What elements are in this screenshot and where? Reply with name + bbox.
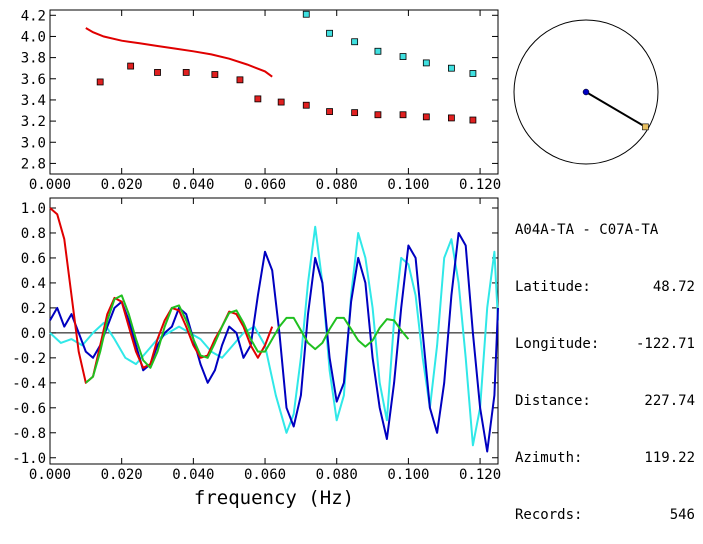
bottom-plot-ticks: 0.000 0.020 0.040 0.060 0.080 0.100 0.120 1.0 0.… (12, 198, 501, 483)
cyan-marker (351, 38, 359, 46)
red-marker (127, 62, 135, 70)
red-marker (96, 78, 104, 86)
cyan-marker (469, 70, 477, 77)
red-marker (374, 111, 382, 119)
y-tick-label: -0.4 (12, 376, 46, 392)
x-tick-label: 0.100 (387, 177, 429, 193)
y-tick-label: 0.2 (21, 301, 46, 317)
cyan-marker (302, 10, 310, 18)
red-marker (254, 95, 262, 103)
azimuth-ray (585, 91, 646, 128)
info-value: 48.72 (652, 279, 695, 295)
y-tick-label: -0.6 (12, 401, 46, 417)
cyan-marker (448, 64, 455, 72)
x-tick-label: 0.060 (244, 177, 286, 193)
y-tick-label: -0.2 (12, 351, 46, 367)
y-tick-label: 3.6 (21, 72, 46, 88)
y-tick-label: 3.0 (21, 135, 46, 151)
station-end-marker (642, 123, 649, 131)
red-marker (399, 111, 407, 119)
red-marker (154, 69, 161, 76)
top-plot-frame (49, 9, 499, 175)
info-value: 546 (669, 507, 695, 523)
cyan-marker (399, 53, 407, 60)
y-tick-label: 0.8 (21, 226, 46, 242)
top-plot-series (85, 10, 477, 124)
info-longitude: Longitude: -122.71 (515, 335, 695, 354)
cyan-marker (374, 47, 382, 55)
figure: 0.000 0.020 0.040 0.060 0.080 0.100 0.120 2.8 3.… (12, 8, 659, 509)
y-tick-label: 0.0 (21, 326, 46, 342)
x-tick-label: 0.020 (101, 467, 143, 483)
info-label: Longitude: (515, 336, 600, 352)
azimuth-circle (513, 19, 659, 165)
info-label: Latitude: (515, 279, 591, 295)
y-tick-label: 2.8 (21, 156, 46, 172)
x-tick-label: 0.020 (101, 177, 143, 193)
station-info-panel: A04A-TA - C07A-TA Latitude: 48.72 Longitu… (515, 183, 695, 544)
top-velocity-plot: 0.000 0.020 0.040 0.060 0.080 0.100 0.120 2.8 3.… (21, 8, 501, 193)
y-tick-label: -1.0 (12, 451, 46, 467)
info-records: Records: 546 (515, 506, 695, 525)
bottom-waveform-plot: 0.000 0.020 0.040 0.060 0.080 0.100 0.120 1.0 0.… (12, 197, 501, 509)
x-axis-label: frequency (Hz) (194, 487, 354, 509)
y-tick-label: 4.0 (21, 29, 46, 45)
x-tick-label: 0.120 (459, 467, 501, 483)
info-value: -122.71 (635, 336, 695, 352)
red-marker (211, 71, 219, 78)
info-label: Records: (515, 507, 583, 523)
info-azimuth: Azimuth: 119.22 (515, 449, 695, 468)
x-tick-label: 0.040 (172, 467, 214, 483)
info-latitude: Latitude: 48.72 (515, 278, 695, 297)
red-marker (469, 116, 477, 124)
y-tick-label: 0.6 (21, 251, 46, 267)
red-marker (277, 98, 285, 106)
x-tick-label: 0.080 (316, 467, 358, 483)
x-tick-label: 0.120 (459, 177, 501, 193)
red-marker (236, 76, 244, 84)
info-label: Azimuth: (515, 450, 583, 466)
y-tick-label: -0.8 (12, 426, 46, 442)
y-tick-label: 1.0 (21, 201, 46, 217)
y-tick-label: 3.8 (21, 51, 46, 67)
station-center-dot (582, 88, 590, 96)
info-distance: Distance: 227.74 (515, 392, 695, 411)
red-marker (422, 113, 430, 121)
red-waveform (49, 207, 274, 384)
y-tick-label: 3.2 (21, 114, 46, 130)
red-marker (351, 109, 359, 117)
cyan-marker (326, 29, 333, 37)
y-tick-label: 4.2 (21, 8, 46, 24)
red-marker (326, 108, 333, 115)
bottom-plot-series (49, 207, 499, 453)
cyan-waveform (49, 225, 499, 447)
station-pair: A04A-TA - C07A-TA (515, 222, 659, 238)
x-tick-label: 0.100 (387, 467, 429, 483)
red-marker (302, 101, 310, 109)
bottom-plot-frame (49, 197, 499, 465)
green-waveform (85, 294, 410, 384)
x-tick-label: 0.060 (244, 467, 286, 483)
info-value: 227.74 (644, 393, 695, 409)
info-value: 119.22 (644, 450, 695, 466)
info-label: Distance: (515, 393, 591, 409)
azimuth-circle-outline (513, 19, 659, 165)
x-tick-label: 0.080 (316, 177, 358, 193)
x-tick-label: 0.000 (29, 467, 71, 483)
velocity-curve (85, 27, 273, 78)
top-plot-ticks: 0.000 0.020 0.040 0.060 0.080 0.100 0.120 2.8 3.… (21, 8, 501, 193)
y-tick-label: 3.4 (21, 93, 46, 109)
cyan-marker (422, 59, 430, 67)
x-tick-label: 0.040 (172, 177, 214, 193)
red-marker (182, 69, 190, 76)
x-tick-label: 0.000 (29, 177, 71, 193)
y-tick-label: 0.4 (21, 276, 46, 292)
red-marker (448, 114, 455, 122)
